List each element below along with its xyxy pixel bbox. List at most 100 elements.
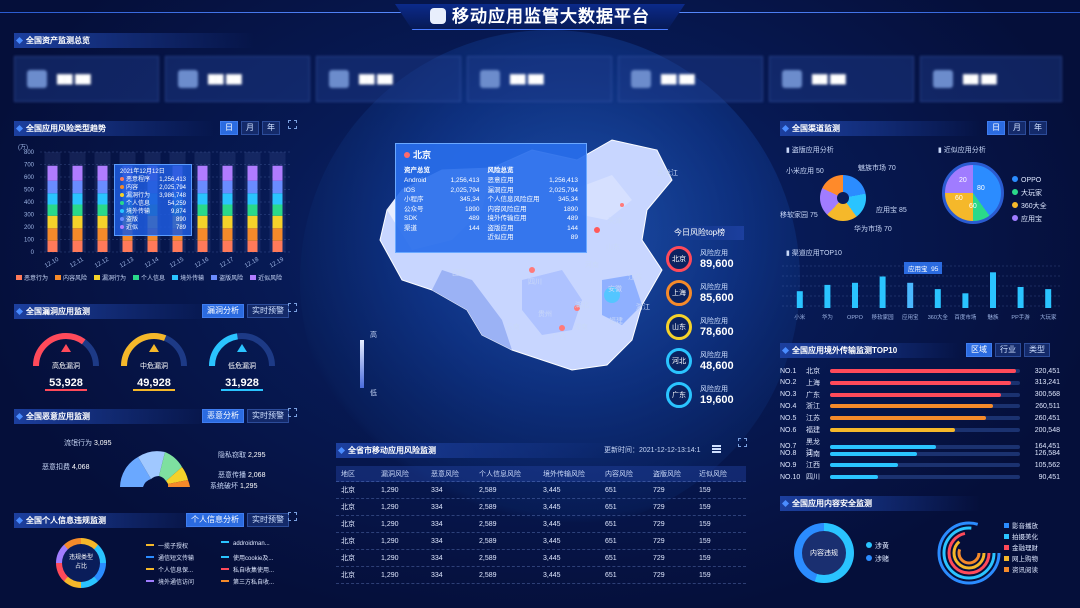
column-header[interactable]: 恶意风险 (431, 470, 459, 478)
stacked-bar-segment[interactable] (97, 193, 108, 205)
top10-bar[interactable] (879, 276, 886, 309)
expand-icon[interactable] (288, 408, 297, 417)
stacked-bar-segment[interactable] (72, 240, 83, 252)
stacked-bar-segment[interactable] (97, 228, 108, 241)
table-row[interactable]: 北京 1,290 334 2,589 3,445 651 729 159 (336, 499, 746, 516)
table-row[interactable]: 北京 1,290 334 2,589 3,445 651 729 159 (336, 567, 746, 584)
expand-icon[interactable] (738, 438, 747, 447)
expand-icon[interactable] (288, 120, 297, 129)
tab-month[interactable]: 月 (1008, 121, 1026, 135)
top10-bar[interactable] (1045, 289, 1052, 308)
legend-item[interactable]: 恶意行为 (16, 273, 48, 282)
stacked-bar-segment[interactable] (222, 228, 233, 241)
table-row[interactable]: 北京 1,290 334 2,589 3,445 651 729 159 (336, 516, 746, 533)
stacked-bar-segment[interactable] (247, 204, 258, 216)
ranking-row[interactable]: NO.5 江苏 260,451 (780, 413, 1060, 423)
top10-bar[interactable] (824, 284, 831, 308)
table-row[interactable]: 北京 1,290 334 2,589 3,445 651 729 159 (336, 533, 746, 550)
tab-realtime-alert[interactable]: 实时预警 (247, 513, 289, 527)
stacked-bar-segment[interactable] (197, 215, 208, 229)
column-header[interactable]: 近似风险 (699, 470, 727, 478)
stacked-bar-segment[interactable] (72, 215, 83, 229)
table-row[interactable]: 北京 1,290 334 2,589 3,445 651 729 159 (336, 482, 746, 499)
stacked-bar-segment[interactable] (272, 165, 283, 181)
menu-icon[interactable] (712, 445, 721, 453)
ranking-row[interactable]: NO.10 四川 90,451 (780, 472, 1060, 482)
stacked-bar-segment[interactable] (97, 204, 108, 216)
stacked-bar-segment[interactable] (222, 215, 233, 229)
legend-item[interactable]: 内容风险 (55, 273, 87, 282)
top-risk-item[interactable]: 河北 风险应用 48,600 (666, 348, 734, 374)
stacked-bar-segment[interactable] (247, 193, 258, 205)
stacked-bar-segment[interactable] (247, 165, 258, 181)
ranking-row[interactable]: NO.2 上海 313,241 (780, 378, 1060, 388)
top10-bar[interactable] (962, 293, 969, 308)
stacked-bar-segment[interactable] (272, 228, 283, 241)
top10-bar[interactable] (852, 282, 858, 308)
top-risk-item[interactable]: 北京 风险应用 89,600 (666, 246, 734, 272)
stacked-bar-segment[interactable] (222, 165, 233, 181)
ranking-row[interactable]: NO.6 福建 200,548 (780, 425, 1060, 435)
tab-realtime-alert[interactable]: 实时预警 (247, 304, 289, 318)
stacked-bar-segment[interactable] (97, 180, 108, 194)
column-header[interactable]: 境外传输风险 (543, 470, 585, 478)
stacked-bar-segment[interactable] (72, 165, 83, 181)
top10-bar[interactable] (934, 289, 941, 308)
column-header[interactable]: 个人信息风险 (479, 470, 521, 478)
stacked-bar-segment[interactable] (222, 204, 233, 216)
tab-day[interactable]: 日 (987, 121, 1005, 135)
stacked-bar-segment[interactable] (97, 165, 108, 181)
stacked-bar-segment[interactable] (272, 180, 283, 194)
stacked-bar-segment[interactable] (197, 240, 208, 252)
tab-realtime-alert[interactable]: 实时预警 (247, 409, 289, 423)
top-risk-item[interactable]: 上海 风险应用 85,600 (666, 280, 734, 306)
tab-month[interactable]: 月 (241, 121, 259, 135)
legend-item[interactable]: 个人信息 (133, 273, 165, 282)
stacked-bar-segment[interactable] (247, 215, 258, 229)
top10-bar[interactable] (1017, 287, 1024, 308)
stacked-bar-segment[interactable] (47, 193, 58, 205)
ranking-row[interactable]: NO.8 河南 126,584 (780, 449, 1060, 459)
stacked-bar-segment[interactable] (247, 240, 258, 252)
column-header[interactable]: 盗版风险 (653, 470, 681, 478)
tab-type[interactable]: 类型 (1024, 343, 1050, 357)
stacked-bar-segment[interactable] (197, 165, 208, 181)
stacked-bar-segment[interactable] (272, 193, 283, 205)
stacked-bar-segment[interactable] (97, 215, 108, 229)
tab-day[interactable]: 日 (220, 121, 238, 135)
stacked-bar-segment[interactable] (72, 204, 83, 216)
top10-bar[interactable] (907, 282, 914, 308)
stacked-bar-segment[interactable] (197, 180, 208, 194)
stacked-bar-segment[interactable] (72, 180, 83, 194)
stacked-bar-segment[interactable] (222, 193, 233, 205)
tab-year[interactable]: 年 (1029, 121, 1047, 135)
stacked-bar-segment[interactable] (197, 204, 208, 216)
stacked-bar-segment[interactable] (47, 180, 58, 194)
stacked-bar-segment[interactable] (147, 240, 158, 252)
stacked-bar-segment[interactable] (197, 193, 208, 205)
stacked-bar-segment[interactable] (97, 240, 108, 252)
stacked-bar-segment[interactable] (272, 204, 283, 216)
tab-year[interactable]: 年 (262, 121, 280, 135)
expand-icon[interactable] (288, 303, 297, 312)
ranking-row[interactable]: NO.4 浙江 260,511 (780, 401, 1060, 411)
legend-item[interactable]: 盗版风险 (211, 273, 243, 282)
stacked-bar-segment[interactable] (122, 240, 133, 252)
column-header[interactable]: 地区 (341, 470, 355, 478)
top-risk-item[interactable]: 广东 风险应用 19,600 (666, 382, 734, 408)
stacked-bar-segment[interactable] (197, 228, 208, 241)
table-row[interactable]: 北京 1,290 334 2,589 3,445 651 729 159 (336, 550, 746, 567)
stacked-bar-segment[interactable] (72, 228, 83, 241)
column-header[interactable]: 漏洞风险 (381, 470, 409, 478)
stacked-bar-segment[interactable] (72, 193, 83, 205)
top-risk-item[interactable]: 山东 风险应用 78,600 (666, 314, 734, 340)
stacked-bar-segment[interactable] (47, 215, 58, 229)
tab-region[interactable]: 区域 (966, 343, 992, 357)
tab-personal-analysis[interactable]: 个人信息分析 (186, 513, 244, 527)
stacked-bar-segment[interactable] (47, 240, 58, 252)
stacked-bar-segment[interactable] (247, 180, 258, 194)
stacked-bar-segment[interactable] (247, 228, 258, 241)
tab-industry[interactable]: 行业 (995, 343, 1021, 357)
stacked-bar-segment[interactable] (47, 228, 58, 241)
legend-item[interactable]: 近似风险 (250, 273, 282, 282)
